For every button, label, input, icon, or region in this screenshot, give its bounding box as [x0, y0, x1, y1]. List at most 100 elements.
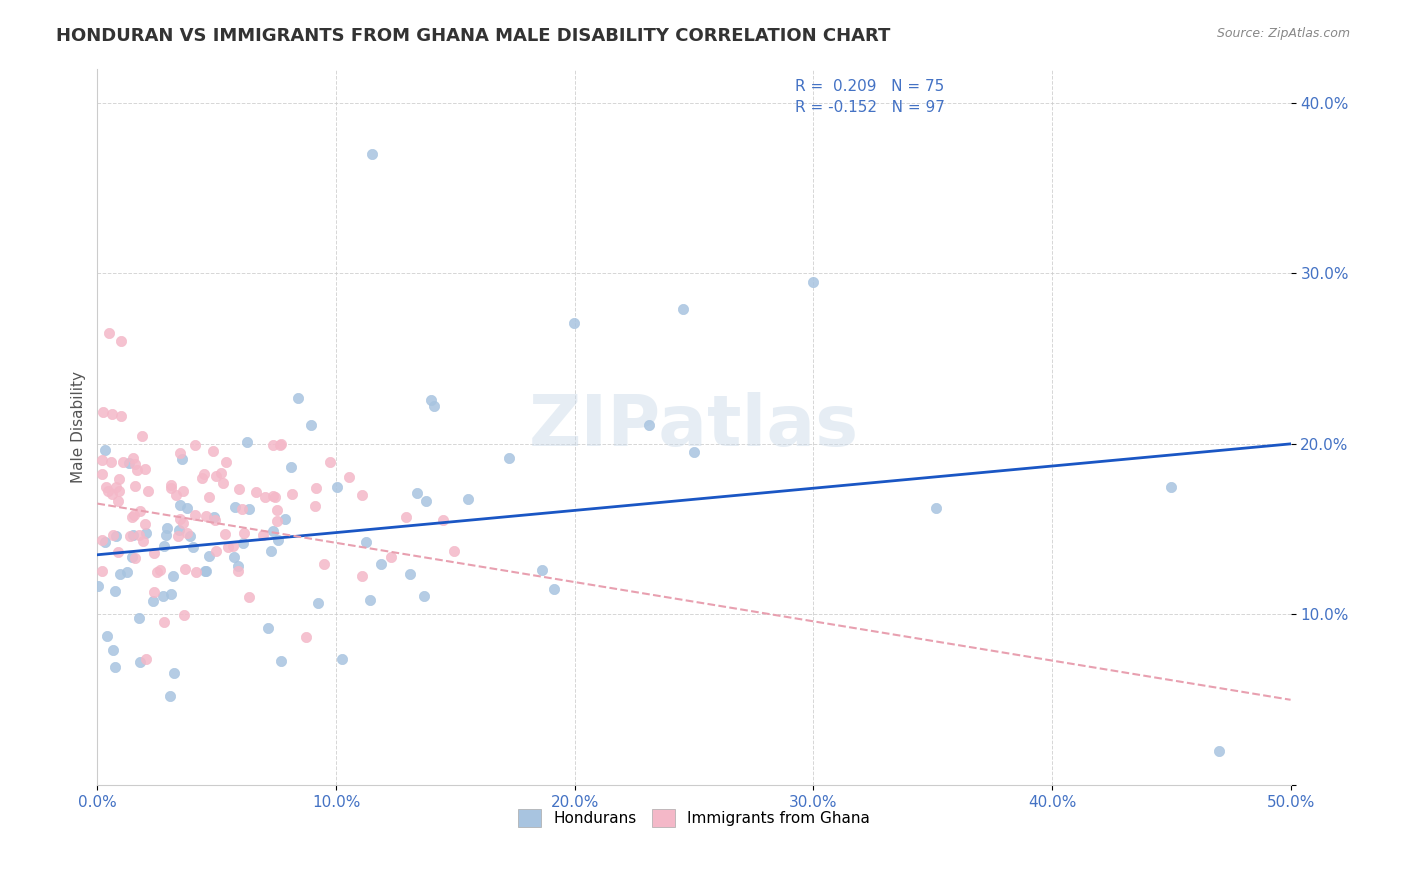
Point — [370, 558, 392, 572]
Point — [128, 655, 150, 669]
Point — [152, 589, 174, 603]
Point — [270, 436, 292, 450]
Point — [169, 445, 191, 459]
Point — [299, 418, 322, 433]
Text: R =  0.209   N = 75: R = 0.209 N = 75 — [796, 79, 945, 95]
Point — [354, 535, 377, 549]
Point — [307, 596, 329, 610]
Point — [215, 455, 238, 469]
Point — [100, 455, 122, 469]
Point — [226, 564, 249, 578]
Point — [115, 566, 138, 580]
Point — [406, 485, 429, 500]
Point — [280, 460, 302, 475]
Point — [256, 621, 278, 635]
Point — [443, 544, 465, 558]
Point — [222, 540, 245, 554]
Point — [193, 564, 215, 578]
Point — [173, 607, 195, 622]
Point — [90, 453, 112, 467]
Point — [224, 500, 246, 515]
Point — [170, 452, 193, 467]
Point — [101, 528, 124, 542]
Point — [143, 585, 166, 599]
Point — [214, 526, 236, 541]
Point — [128, 611, 150, 625]
Point — [128, 528, 150, 542]
Point — [105, 529, 128, 543]
Point — [117, 456, 139, 470]
Point — [153, 540, 176, 554]
Point — [281, 486, 304, 500]
Point — [312, 558, 335, 572]
Point — [162, 569, 184, 583]
Point — [124, 551, 146, 566]
Point — [238, 591, 260, 605]
Point — [270, 654, 292, 668]
Point — [238, 502, 260, 516]
Point — [205, 469, 228, 483]
Point — [498, 451, 520, 466]
Point — [394, 509, 416, 524]
Point — [112, 455, 135, 469]
Point — [90, 467, 112, 482]
Point — [287, 391, 309, 405]
Point — [103, 643, 125, 657]
Point — [110, 567, 132, 582]
Point — [398, 567, 420, 582]
Point — [198, 490, 221, 504]
Point — [252, 528, 274, 542]
Point — [193, 467, 215, 482]
Point — [104, 583, 127, 598]
Point — [190, 471, 212, 485]
Point — [432, 513, 454, 527]
Point — [167, 529, 190, 543]
Point — [204, 513, 226, 527]
Point — [159, 587, 181, 601]
Point — [359, 593, 381, 607]
Point — [146, 566, 169, 580]
Point — [184, 565, 207, 579]
Point — [337, 470, 360, 484]
Point — [155, 528, 177, 542]
Point — [122, 450, 145, 465]
Point — [245, 484, 267, 499]
Text: R = -0.152   N = 97: R = -0.152 N = 97 — [796, 100, 945, 114]
Point — [134, 516, 156, 531]
Point — [413, 589, 436, 603]
Point — [457, 492, 479, 507]
Point — [172, 516, 194, 530]
Point — [169, 498, 191, 512]
Point — [124, 457, 146, 471]
Point — [176, 501, 198, 516]
Point — [1208, 744, 1230, 758]
Point — [264, 490, 287, 504]
Point — [96, 629, 118, 643]
Point — [110, 334, 132, 349]
Point — [423, 399, 446, 413]
Point — [267, 533, 290, 548]
Point — [149, 563, 172, 577]
Y-axis label: Male Disability: Male Disability — [72, 371, 86, 483]
Point — [350, 568, 373, 582]
Point — [118, 529, 141, 543]
Text: ZIPatlas: ZIPatlas — [529, 392, 859, 461]
Point — [263, 489, 285, 503]
Point — [143, 546, 166, 560]
Point — [121, 510, 143, 524]
Point — [201, 444, 224, 458]
Point — [121, 550, 143, 565]
Point — [262, 438, 284, 452]
Point — [128, 504, 150, 518]
Point — [101, 408, 124, 422]
Point — [319, 455, 342, 469]
Point — [325, 480, 347, 494]
Legend: Hondurans, Immigrants from Ghana: Hondurans, Immigrants from Ghana — [510, 801, 877, 835]
Point — [531, 563, 554, 577]
Point — [121, 528, 143, 542]
Point — [159, 690, 181, 704]
Point — [101, 487, 124, 501]
Point — [107, 545, 129, 559]
Point — [165, 488, 187, 502]
Point — [90, 564, 112, 578]
